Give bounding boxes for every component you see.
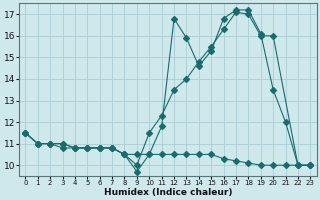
X-axis label: Humidex (Indice chaleur): Humidex (Indice chaleur) (104, 188, 232, 197)
